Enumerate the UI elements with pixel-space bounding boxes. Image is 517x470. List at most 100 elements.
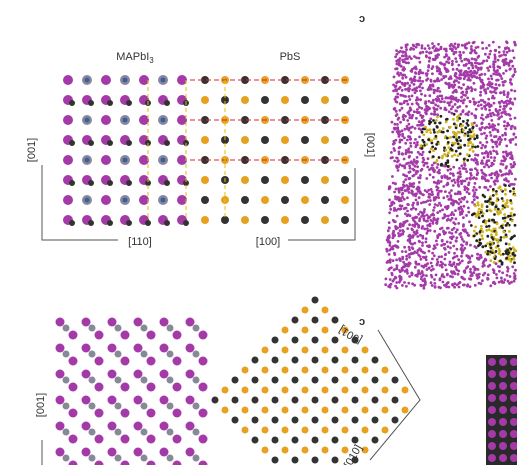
atom <box>410 70 413 73</box>
atom <box>440 100 443 103</box>
atom <box>418 57 421 60</box>
atom <box>396 128 399 131</box>
atom <box>462 229 465 232</box>
atom <box>488 219 491 222</box>
atom <box>401 250 404 253</box>
atom <box>443 258 446 261</box>
methylammonium <box>141 403 148 410</box>
atom <box>480 66 483 69</box>
atom <box>417 79 420 82</box>
atom <box>411 234 414 237</box>
atom <box>407 136 410 139</box>
atom <box>495 150 498 153</box>
atom <box>418 76 421 79</box>
atom <box>463 144 466 147</box>
iodide <box>173 331 182 340</box>
atom <box>424 94 427 97</box>
atom <box>459 139 462 142</box>
atom <box>417 249 420 252</box>
iodide <box>63 195 73 205</box>
atom <box>436 131 439 134</box>
atom <box>399 163 402 166</box>
atom <box>459 146 462 149</box>
atom <box>332 457 339 464</box>
atom <box>455 134 458 137</box>
atom <box>504 189 507 192</box>
atom <box>456 116 459 119</box>
atom <box>421 153 424 156</box>
atom <box>494 228 497 231</box>
atom <box>479 238 482 241</box>
lead <box>69 180 75 186</box>
iodide <box>108 422 117 431</box>
atom <box>445 54 448 57</box>
atom <box>432 247 435 250</box>
methylammonium <box>63 377 70 384</box>
atom <box>428 94 431 97</box>
iodide <box>63 155 73 165</box>
atom <box>408 151 411 154</box>
atom <box>463 205 466 208</box>
atom <box>409 167 412 170</box>
atom <box>386 239 389 242</box>
atom <box>450 189 453 192</box>
atom <box>463 72 466 75</box>
atom <box>416 143 419 146</box>
atom <box>498 109 501 112</box>
atom <box>432 176 435 179</box>
atom <box>403 281 406 284</box>
atom <box>491 249 494 252</box>
atom <box>389 208 392 211</box>
atom <box>480 73 483 76</box>
atom <box>449 261 452 264</box>
atom <box>456 228 459 231</box>
atom <box>403 158 406 161</box>
atom <box>404 128 407 131</box>
atom <box>467 67 470 70</box>
atom <box>322 367 329 374</box>
atom <box>440 255 443 258</box>
atom <box>422 127 425 130</box>
atom <box>492 188 495 191</box>
atom <box>408 253 411 256</box>
atom <box>462 129 465 132</box>
iodide <box>186 396 195 405</box>
atom <box>499 105 502 108</box>
iodide <box>121 331 130 340</box>
atom <box>474 146 477 149</box>
atom <box>493 271 496 274</box>
atom <box>402 387 409 394</box>
atom <box>471 127 474 130</box>
atom <box>454 103 457 106</box>
atom <box>430 101 433 104</box>
atom <box>513 280 516 283</box>
atom <box>505 69 508 72</box>
atom <box>499 418 507 426</box>
lead <box>88 220 94 226</box>
atom <box>485 92 488 95</box>
atom <box>332 417 339 424</box>
atom <box>505 242 508 245</box>
atom <box>442 75 445 78</box>
atom <box>451 155 454 158</box>
atom <box>477 244 480 247</box>
atom <box>491 123 494 126</box>
atom <box>485 163 488 166</box>
atom <box>491 236 494 239</box>
atom <box>459 213 462 216</box>
atom <box>480 133 483 136</box>
atom <box>459 173 462 176</box>
atom <box>458 198 461 201</box>
atom <box>469 172 472 175</box>
atom <box>492 194 495 197</box>
atom <box>492 146 495 149</box>
atom <box>499 370 507 378</box>
atom <box>475 246 478 249</box>
atom <box>422 161 425 164</box>
atom <box>466 153 469 156</box>
atom <box>480 169 483 172</box>
iodide <box>186 370 195 379</box>
lead <box>164 100 170 106</box>
atom <box>433 110 436 113</box>
atom <box>493 54 496 57</box>
